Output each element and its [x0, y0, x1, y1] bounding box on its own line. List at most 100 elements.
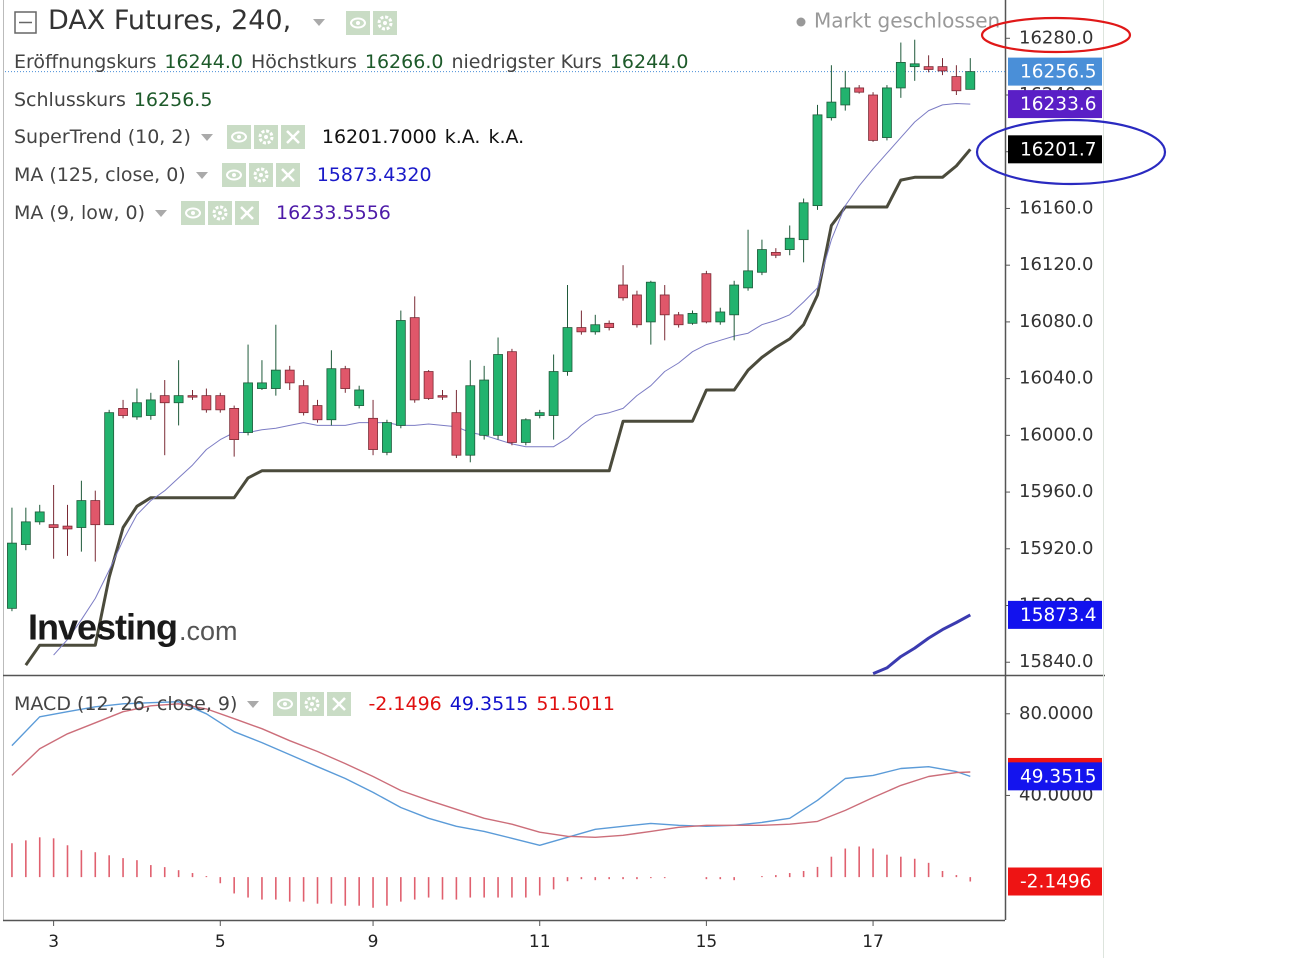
macd-value: -2.1496 — [368, 693, 442, 715]
candle-body — [715, 311, 726, 323]
axes: 15840.015880.015920.015960.016000.016040… — [48, 27, 1102, 952]
candle-body — [812, 114, 823, 207]
gear-icon[interactable] — [373, 11, 397, 35]
eye-icon[interactable] — [273, 692, 298, 716]
candle-body — [270, 369, 281, 389]
candle-body — [923, 66, 934, 70]
legend-row: MA (9, low, 0) 16233.5556 — [14, 198, 399, 228]
candle-body — [257, 382, 267, 389]
candle-body — [840, 87, 851, 106]
candle-body — [534, 412, 545, 416]
indicator-icons — [221, 163, 303, 187]
y-tick-label: 15920.0 — [1019, 538, 1093, 559]
candle-body — [7, 542, 17, 609]
price-tag-label: 49.3515 — [1020, 766, 1097, 787]
candle-body — [562, 327, 573, 372]
gear-icon[interactable] — [248, 163, 273, 187]
eye-icon[interactable] — [346, 11, 370, 35]
y-tick-label: 15840.0 — [1019, 651, 1093, 672]
candle-body — [604, 322, 615, 328]
eye-icon[interactable] — [221, 163, 246, 187]
candle-body — [76, 500, 87, 528]
candle-body — [423, 371, 434, 399]
macd-value: 51.5011 — [536, 693, 615, 715]
dropdown[interactable] — [195, 171, 208, 179]
candle-body — [326, 368, 337, 421]
candle-body — [48, 524, 59, 528]
macd-line — [11, 701, 971, 846]
x-icon[interactable] — [275, 163, 300, 187]
candle-body — [173, 395, 184, 404]
watermark: .com — [179, 616, 238, 646]
status-dot — [796, 17, 806, 27]
candle-body — [645, 281, 656, 323]
gear-icon[interactable] — [300, 692, 325, 716]
overlay-line — [872, 613, 972, 675]
x-tick-label: 5 — [215, 932, 226, 952]
candle-body — [368, 417, 378, 450]
candle-body — [590, 324, 601, 333]
candle-body — [479, 379, 490, 436]
gear-icon[interactable] — [253, 125, 278, 149]
ohlc-value: 16244.0 — [609, 51, 689, 73]
x-icon[interactable] — [235, 201, 260, 225]
candle-body — [770, 252, 781, 256]
x-icon[interactable] — [327, 692, 352, 716]
candle-body — [34, 511, 45, 523]
annotation-blue — [975, 118, 1167, 186]
candle-body — [520, 419, 531, 443]
candle-body — [90, 500, 101, 526]
indicator-value: k.A. — [488, 126, 525, 148]
candle-body — [493, 354, 503, 436]
candle-body — [159, 395, 170, 404]
candle-body — [465, 385, 476, 456]
candle-body — [62, 525, 73, 530]
candle-body — [951, 76, 962, 92]
candle-body — [743, 270, 753, 289]
x-icon[interactable] — [280, 125, 305, 149]
indicator-icons — [273, 692, 354, 716]
candle-body — [437, 395, 448, 398]
candle-body — [298, 385, 309, 414]
dropdown[interactable] — [155, 209, 168, 217]
candle-body — [382, 422, 392, 453]
x-tick-label: 17 — [862, 932, 884, 952]
candle-body — [395, 320, 406, 426]
candle-body — [618, 284, 628, 299]
candle-body — [659, 294, 670, 316]
overlay-line — [24, 148, 972, 666]
price-tag — [1008, 57, 1102, 86]
macd-line — [11, 703, 971, 838]
candle-body — [798, 202, 809, 241]
candle-body — [965, 71, 976, 90]
title-dropdown[interactable] — [313, 19, 325, 26]
price-tag — [1008, 135, 1102, 164]
dropdown[interactable] — [247, 700, 260, 708]
candle-body — [104, 412, 115, 526]
candle-body — [187, 395, 198, 398]
price-tag — [1008, 90, 1102, 119]
y-tick-label: 16280.0 — [1019, 27, 1093, 48]
candle-body — [229, 408, 240, 441]
ohlc-value: 16244.0 — [164, 51, 243, 73]
eye-icon[interactable] — [226, 125, 251, 149]
candle-body — [632, 294, 642, 326]
eye-icon[interactable] — [181, 201, 206, 225]
candle-body — [729, 284, 740, 316]
indicator-icons — [181, 201, 262, 225]
chart-title: DAX Futures, 240, — [48, 5, 292, 36]
candle-body — [868, 94, 878, 141]
candle-body — [507, 351, 517, 443]
dropdown[interactable] — [200, 133, 213, 141]
candle-body — [784, 237, 795, 250]
y-tick-label: 16080.0 — [1019, 311, 1093, 332]
candle-body — [20, 521, 31, 545]
candle-body — [701, 273, 712, 323]
candle-body — [576, 327, 587, 333]
candle-body — [895, 61, 906, 89]
legend-row: MA (125, close, 0) 15873.4320 — [14, 160, 440, 190]
gear-icon[interactable] — [208, 201, 233, 225]
candle-body — [451, 412, 462, 456]
